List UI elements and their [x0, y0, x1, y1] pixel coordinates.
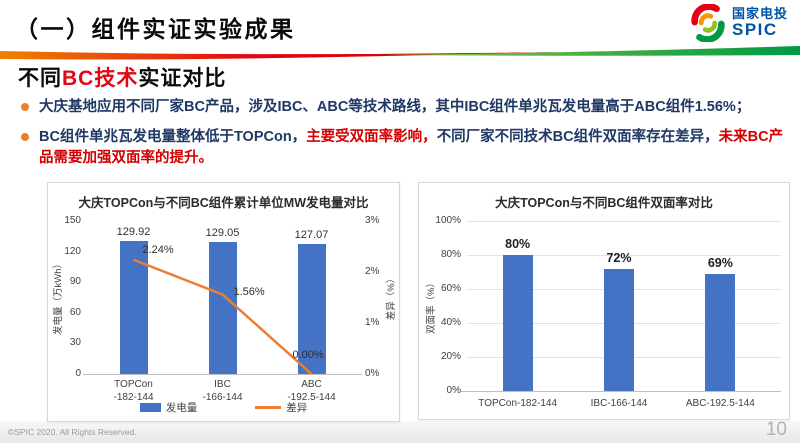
legend-bar-swatch-icon — [139, 403, 161, 412]
bullet-text-segment: BC组件单兆瓦发电量整体低于TOPCon， — [39, 129, 307, 146]
y-axis-tick: 60% — [440, 283, 461, 294]
line-value-label: 0.00% — [292, 349, 324, 361]
legend-label: 差异 — [286, 402, 308, 414]
legend-item-diff: 差异 — [255, 400, 307, 415]
gridline — [467, 221, 781, 222]
bar-value-label: 69% — [707, 255, 733, 270]
section-title-part: 不同 — [18, 67, 62, 90]
y-axis-tick: 0 — [75, 368, 81, 379]
chart-generation-comparison: 大庆TOPCon与不同BC组件累计单位MW发电量对比 0 30 60 90 120 150… — [47, 182, 400, 422]
y-axis-tick: 20% — [440, 351, 461, 362]
y-axis-tick: 100% — [435, 215, 461, 226]
spic-logo-text: 国家电投 SPIC — [732, 7, 788, 38]
x-axis-category: ABC-192.5-144 — [685, 398, 755, 409]
x-axis-line — [461, 391, 781, 392]
y-axis-tick: 30 — [69, 337, 81, 349]
bullet-dot-icon — [21, 103, 29, 111]
y-axis-tick: 40% — [440, 317, 461, 328]
section-title-part: BC技术 — [62, 67, 139, 90]
gridline — [467, 255, 781, 256]
y-axis-title: 发电量（万kWh） — [53, 258, 64, 336]
chart-legend: 发电量 差异 — [48, 400, 399, 415]
footer-band — [0, 421, 800, 443]
x-axis-category: IBC -166-144 — [202, 379, 243, 403]
bullet-list: 大庆基地应用不同厂家BC产品，涉及IBC、ABC等技术路线，其中IBC组件单兆瓦… — [18, 97, 786, 178]
page-title: （一）组件实证实验成果 — [15, 16, 296, 42]
bifaciality-bar — [604, 268, 634, 391]
bullet-text-segment: 不同厂家不同技术BC组件双面率存在差异， — [436, 129, 719, 146]
section-title: 不同BC技术实证对比 — [18, 62, 226, 92]
bullet-item: BC组件单兆瓦发电量整体低于TOPCon，主要受双面率影响，不同厂家不同技术BC… — [18, 127, 786, 169]
section-title-part: 实证对比 — [138, 67, 227, 90]
spic-logo-icon — [691, 4, 725, 42]
page-number: 10 — [765, 419, 787, 440]
x-axis-line — [83, 374, 362, 375]
bar-value-label: 72% — [606, 250, 632, 265]
y-axis-tick: 0% — [446, 385, 461, 396]
bullet-text-segment: 未来BC产品需要加强双面率的提升。 — [39, 129, 784, 167]
chart1-title: 大庆TOPCon与不同BC组件累计单位MW发电量对比 — [78, 196, 369, 210]
line-value-label: 2.24% — [142, 243, 174, 256]
copyright-text: ©SPIC 2020. All Rights Reserved. — [8, 427, 137, 437]
y-axis-tick: 150 — [64, 215, 81, 226]
bar-value-label: 127.07 — [294, 229, 329, 242]
y2-axis-tick: 1% — [365, 317, 380, 328]
generation-bar — [208, 242, 237, 374]
bifaciality-bar — [705, 273, 736, 391]
bifaciality-bar — [502, 255, 533, 391]
x-axis-category: IBC-166-144 — [590, 398, 648, 409]
y2-axis-tick: 3% — [365, 215, 380, 226]
bar-value-label: 129.92 — [116, 226, 151, 239]
x-axis-category: ABC -192.5-144 — [287, 379, 336, 403]
legend-label: 发电量 — [165, 402, 198, 414]
y2-axis-tick: 2% — [365, 266, 380, 277]
x-axis-category: TOPCon-182-144 — [478, 398, 558, 409]
bullet-text-segment: 大庆基地应用不同厂家BC产品，涉及IBC、ABC等技术路线，其中IBC组件单兆瓦… — [39, 99, 751, 115]
bullet-text-segment: 主要受双面率影响， — [306, 129, 437, 146]
y-axis-tick: 80% — [440, 249, 461, 260]
logo-en-label: SPIC — [731, 19, 778, 39]
line-value-label: 1.56% — [233, 286, 265, 299]
x-axis-category: TOPCon -182-144 — [113, 379, 154, 403]
chart-bifaciality-comparison: 大庆TOPCon与不同BC组件双面率对比 0% 20% 40% 60% 80% 100% 双… — [418, 182, 790, 420]
generation-bar — [119, 241, 148, 374]
spic-logo: 国家电投 SPIC — [689, 4, 788, 42]
legend-line-swatch-icon — [255, 406, 282, 409]
y-axis-tick: 90 — [69, 276, 81, 288]
y2-axis-title: 差异（%） — [386, 273, 397, 321]
logo-cn-label: 国家电投 — [731, 6, 788, 22]
divider-swoosh — [0, 46, 800, 60]
y-axis-title: 双面率（%） — [426, 278, 437, 334]
bullet-item: 大庆基地应用不同厂家BC产品，涉及IBC、ABC等技术路线，其中IBC组件单兆瓦… — [18, 97, 786, 118]
y2-axis-tick: 0% — [365, 368, 380, 379]
y-axis-tick: 120 — [64, 245, 81, 257]
bar-value-label: 129.05 — [205, 227, 240, 240]
bar-value-label: 80% — [505, 237, 531, 251]
legend-item-generation: 发电量 — [139, 400, 198, 415]
bullet-dot-icon — [21, 133, 29, 142]
y-axis-tick: 60 — [69, 306, 81, 318]
chart2-title: 大庆TOPCon与不同BC组件双面率对比 — [495, 196, 713, 210]
